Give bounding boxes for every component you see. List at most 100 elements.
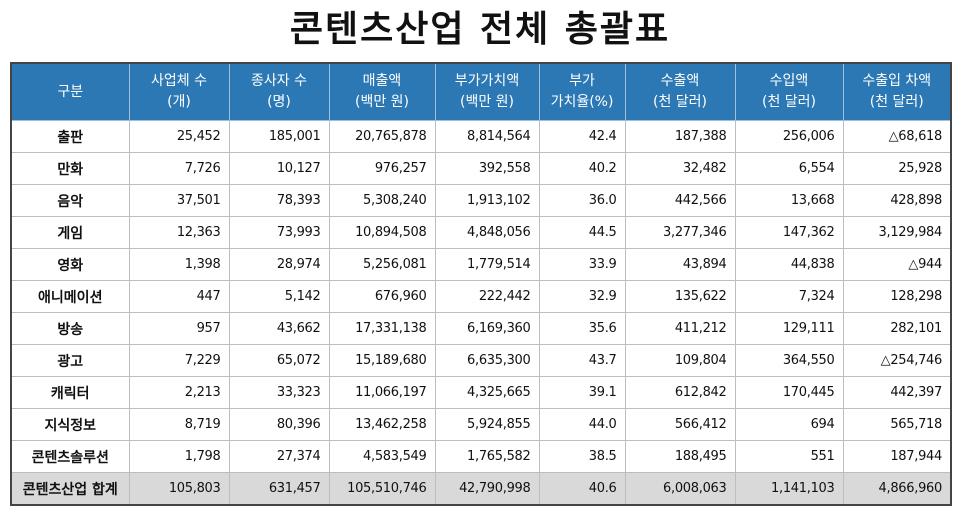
cell-value: 78,393 xyxy=(228,184,330,217)
column-header-line: 가치율(%) xyxy=(550,94,614,110)
cell-value: 6,635,300 xyxy=(434,344,540,377)
cell-value: 442,397 xyxy=(842,376,952,409)
column-header-line: 부가 xyxy=(569,73,595,89)
cell-value: 392,558 xyxy=(434,152,540,185)
cell-value: 187,388 xyxy=(624,120,736,153)
cell-value: 1,141,103 xyxy=(734,472,844,506)
cell-value: 10,894,508 xyxy=(328,216,436,249)
table-row: 영화 1,398 28,974 5,256,081 1,779,514 33.9 43,89… xyxy=(10,248,952,281)
cell-value: 566,412 xyxy=(624,408,736,441)
column-header-line: (천 달러) xyxy=(652,94,707,110)
table-row: 만화 7,726 10,127 976,257 392,558 40.2 32,482 6,5… xyxy=(10,152,952,185)
column-header: 사업체 수 (개) xyxy=(128,62,230,121)
table-row: 광고 7,229 65,072 15,189,680 6,635,300 43.7 109,… xyxy=(10,344,952,377)
cell-value: 8,719 xyxy=(128,408,230,441)
row-label: 콘텐츠산업 합계 xyxy=(10,472,130,506)
table-body: 출판 25,452 185,001 20,765,878 8,814,564 42.4 18… xyxy=(10,120,952,506)
cell-value: 73,993 xyxy=(228,216,330,249)
cell-value: 13,462,258 xyxy=(328,408,436,441)
column-header-line: 구분 xyxy=(57,83,84,100)
cell-value: 364,550 xyxy=(734,344,844,377)
cell-value: 612,842 xyxy=(624,376,736,409)
row-label: 지식정보 xyxy=(10,408,130,441)
table-row: 출판 25,452 185,001 20,765,878 8,814,564 42.4 18… xyxy=(10,120,952,153)
page-title: 콘텐츠산업 전체 총괄표 xyxy=(289,9,671,50)
cell-value: 105,803 xyxy=(128,472,230,506)
cell-value: 40.2 xyxy=(538,152,626,185)
cell-value: 187,944 xyxy=(842,440,952,473)
column-header-line: 부가가치액 xyxy=(454,73,520,89)
cell-value: 17,331,138 xyxy=(328,312,436,345)
cell-value: 5,256,081 xyxy=(328,248,436,281)
row-label: 게임 xyxy=(10,216,130,249)
table-row: 애니메이션 447 5,142 676,960 222,442 32.9 135,622 7,… xyxy=(10,280,952,313)
cell-value: 36.0 xyxy=(538,184,626,217)
cell-value: 222,442 xyxy=(434,280,540,313)
column-header-line: (백만 원) xyxy=(354,94,409,110)
cell-value: 38.5 xyxy=(538,440,626,473)
cell-value: △944 xyxy=(842,248,952,281)
column-header-line: (천 달러) xyxy=(869,94,924,110)
cell-value: 976,257 xyxy=(328,152,436,185)
cell-value: 109,804 xyxy=(624,344,736,377)
column-header: 종사자 수 (명) xyxy=(228,62,330,121)
cell-value: 13,668 xyxy=(734,184,844,217)
cell-value: 447 xyxy=(128,280,230,313)
cell-value: 1,779,514 xyxy=(434,248,540,281)
cell-value: 957 xyxy=(128,312,230,345)
cell-value: 25,928 xyxy=(842,152,952,185)
column-header-line: 수출액 xyxy=(660,73,700,89)
row-label: 만화 xyxy=(10,152,130,185)
cell-value: 1,765,582 xyxy=(434,440,540,473)
cell-value: 28,974 xyxy=(228,248,330,281)
cell-value: 1,398 xyxy=(128,248,230,281)
cell-value: 4,866,960 xyxy=(842,472,952,506)
column-header-line: 수출입 차액 xyxy=(862,73,932,89)
column-header-line: (백만 원) xyxy=(459,94,514,110)
column-header-line: (개) xyxy=(167,94,191,110)
cell-value: 1,913,102 xyxy=(434,184,540,217)
cell-value: 39.1 xyxy=(538,376,626,409)
cell-value: 442,566 xyxy=(624,184,736,217)
cell-value: 128,298 xyxy=(842,280,952,313)
row-label: 콘텐츠솔루션 xyxy=(10,440,130,473)
cell-value: △68,618 xyxy=(842,120,952,153)
cell-value: 551 xyxy=(734,440,844,473)
cell-value: 44.0 xyxy=(538,408,626,441)
cell-value: 42,790,998 xyxy=(434,472,540,506)
cell-value: 40.6 xyxy=(538,472,626,506)
header-row: 구분 사업체 수 (개) 종사자 수 (명) 매출액 (백만 원) 부가가치액 (백만 원) 부가… xyxy=(10,62,952,121)
cell-value: 43.7 xyxy=(538,344,626,377)
cell-value: 2,213 xyxy=(128,376,230,409)
cell-value: 3,129,984 xyxy=(842,216,952,249)
row-label: 광고 xyxy=(10,344,130,377)
column-header: 수출액 (천 달러) xyxy=(624,62,736,121)
cell-value: 8,814,564 xyxy=(434,120,540,153)
cell-value: 43,662 xyxy=(228,312,330,345)
table-row: 콘텐츠솔루션 1,798 27,374 4,583,549 1,765,582 38.5 1… xyxy=(10,440,952,473)
cell-value: 428,898 xyxy=(842,184,952,217)
cell-value: △254,746 xyxy=(842,344,952,377)
cell-value: 6,554 xyxy=(734,152,844,185)
cell-value: 565,718 xyxy=(842,408,952,441)
cell-value: 80,396 xyxy=(228,408,330,441)
column-header: 수출입 차액 (천 달러) xyxy=(842,62,952,121)
total-row: 콘텐츠산업 합계 105,803 631,457 105,510,746 42,790,… xyxy=(10,472,952,506)
column-header-line: 수입액 xyxy=(769,73,809,89)
cell-value: 4,583,549 xyxy=(328,440,436,473)
cell-value: 676,960 xyxy=(328,280,436,313)
cell-value: 33.9 xyxy=(538,248,626,281)
cell-value: 170,445 xyxy=(734,376,844,409)
cell-value: 147,362 xyxy=(734,216,844,249)
table-row: 지식정보 8,719 80,396 13,462,258 5,924,855 44.0 56… xyxy=(10,408,952,441)
cell-value: 35.6 xyxy=(538,312,626,345)
table-row: 캐릭터 2,213 33,323 11,066,197 4,325,665 39.1 612… xyxy=(10,376,952,409)
cell-value: 135,622 xyxy=(624,280,736,313)
cell-value: 27,374 xyxy=(228,440,330,473)
summary-table: 구분 사업체 수 (개) 종사자 수 (명) 매출액 (백만 원) 부가가치액 (백만 원) 부가… xyxy=(10,62,952,506)
cell-value: 4,848,056 xyxy=(434,216,540,249)
cell-value: 32.9 xyxy=(538,280,626,313)
cell-value: 25,452 xyxy=(128,120,230,153)
row-label: 캐릭터 xyxy=(10,376,130,409)
cell-value: 44,838 xyxy=(734,248,844,281)
